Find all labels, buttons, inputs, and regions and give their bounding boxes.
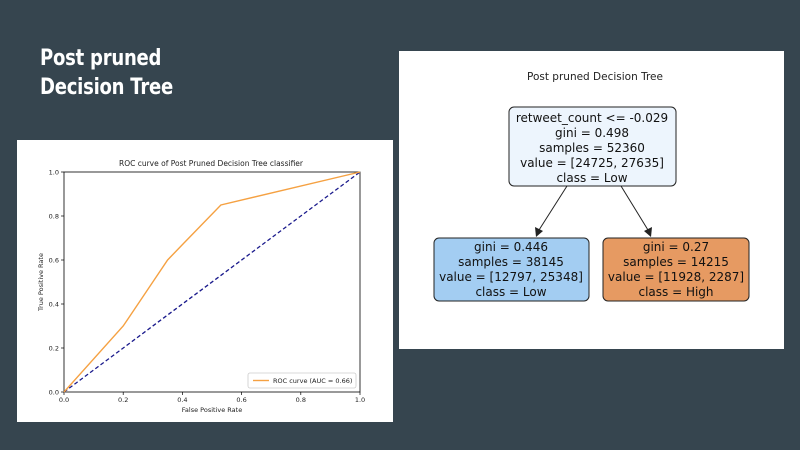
node-root-line-2: gini = 0.498 [555, 126, 629, 140]
x-tick-label: 1.0 [355, 396, 365, 404]
axis-ticks: 0.0 0.2 0.4 0.6 0.8 1.0 0.0 0.2 0.4 0.6 0.8 1.0 [49, 168, 366, 404]
node-right-line-1: gini = 0.27 [643, 240, 709, 254]
node-root-line-4: value = [24725, 27635] [520, 156, 664, 170]
legend: ROC curve (AUC = 0.66) [247, 372, 357, 389]
node-right-line-4: class = High [638, 285, 713, 299]
x-tick-label: 0.6 [236, 396, 246, 404]
y-tick-label: 1.0 [49, 168, 59, 176]
node-right-line-3: value = [11928, 2287] [608, 270, 744, 284]
roc-chart: ROC curve of Post Pruned Decision Tree c… [37, 159, 366, 414]
x-tick-label: 0.8 [296, 396, 306, 404]
roc-curve-line [63, 171, 361, 393]
decision-tree-panel: Post pruned Decision Tree retweet_count … [399, 51, 784, 349]
x-tick-label: 0.4 [177, 396, 187, 404]
chart-title: ROC curve of Post Pruned Decision Tree c… [119, 159, 304, 168]
tree-node-left: gini = 0.446 samples = 38145 value = [12… [433, 237, 590, 302]
tree-edge-left [535, 185, 568, 237]
chance-diagonal-line [63, 171, 361, 393]
legend-label-roc: ROC curve (AUC = 0.66) [273, 377, 352, 385]
slide-title-line-1: Post pruned [40, 46, 162, 71]
y-tick-label: 0.6 [49, 256, 59, 264]
y-axis-label: True Positive Rate [37, 253, 45, 312]
tree-edge-right [620, 185, 652, 237]
x-tick-label: 0.2 [118, 396, 128, 404]
legend-box [247, 372, 357, 389]
node-root-line-5: class = Low [556, 171, 627, 185]
node-left-line-4: class = Low [475, 285, 546, 299]
tree-node-root: retweet_count <= -0.029 gini = 0.498 sam… [508, 106, 677, 187]
node-right-line-2: samples = 14215 [623, 255, 729, 269]
y-tick-label: 0.2 [49, 344, 59, 352]
plot-area-frame [63, 171, 361, 393]
x-tick-label: 0.0 [59, 396, 69, 404]
node-left-line-2: samples = 38145 [458, 255, 564, 269]
node-left-line-3: value = [12797, 25348] [439, 270, 583, 284]
y-tick-label: 0.4 [49, 300, 59, 308]
y-tick-label: 0.8 [49, 212, 59, 220]
node-root-line-1: retweet_count <= -0.029 [516, 111, 668, 125]
slide-title: Post pruned Decision Tree [40, 44, 173, 102]
slide-title-line-2: Decision Tree [40, 75, 174, 100]
node-root-line-3: samples = 52360 [539, 141, 645, 155]
tree-node-right: gini = 0.27 samples = 14215 value = [119… [602, 237, 750, 302]
roc-series [63, 171, 361, 393]
node-left-line-1: gini = 0.446 [474, 240, 548, 254]
tree-title: Post pruned Decision Tree [527, 71, 663, 83]
roc-chart-panel: ROC curve of Post Pruned Decision Tree c… [17, 140, 393, 422]
decision-tree: Post pruned Decision Tree retweet_count … [433, 71, 750, 302]
x-axis-label: False Positive Rate [182, 406, 242, 414]
y-tick-label: 0.0 [49, 388, 59, 396]
